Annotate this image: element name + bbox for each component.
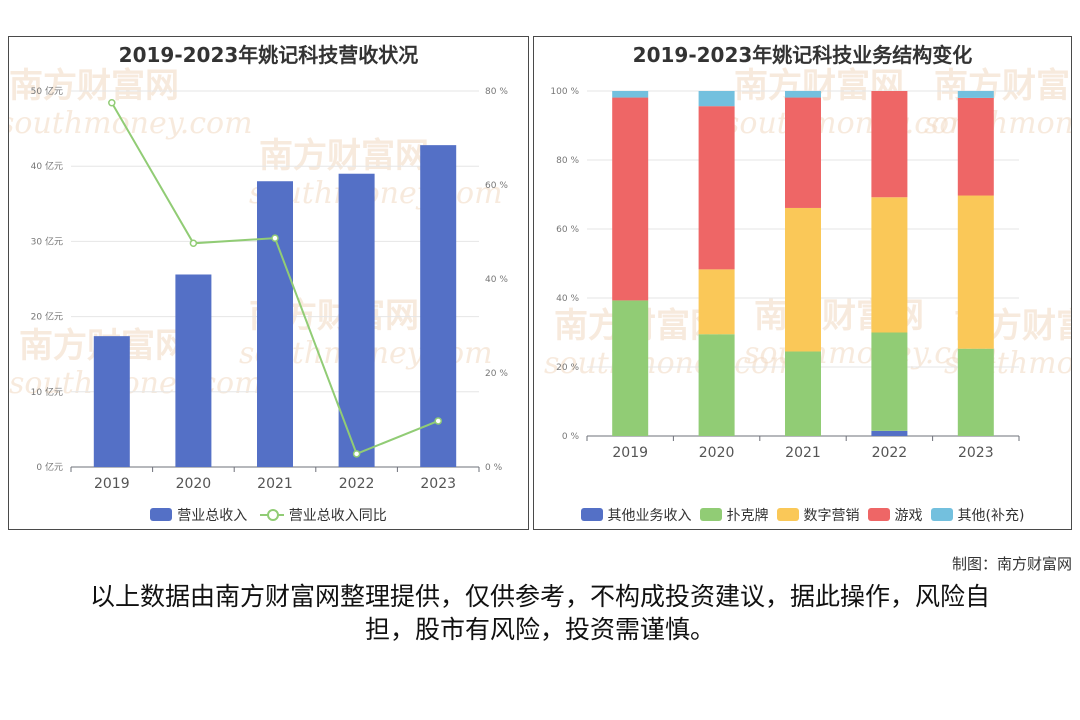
- y-left-tick-label: 30 亿元: [31, 235, 63, 247]
- bar-segment-扑克牌-2020: [698, 334, 735, 436]
- bar-segment-其他业务收入-2022: [871, 430, 908, 436]
- watermark-en: southmoney.com: [924, 106, 1071, 141]
- y-left-tick-label: 10 亿元: [31, 386, 63, 398]
- chart-credit: 制图：南方财富网: [951, 555, 1072, 573]
- watermark-en: southmoney.com: [724, 106, 978, 141]
- legend-label: 其他业务收入: [607, 507, 692, 524]
- x-tick-label: 2023: [958, 445, 994, 461]
- y-right-tick-label: 0 %: [485, 463, 503, 473]
- bar-revenue-2023: [420, 145, 457, 468]
- x-tick-label: 2022: [339, 476, 375, 492]
- watermark-en: southmoney.com: [9, 366, 263, 401]
- bar-revenue-2019: [93, 336, 130, 467]
- y-left-tick-label: 20 亿元: [31, 311, 63, 323]
- bar-segment-数字营销-2023: [957, 195, 994, 349]
- y-left-tick-label: 0 亿元: [36, 461, 63, 473]
- legend-item-revenue-yoy[interactable]: 营业总收入同比: [259, 505, 387, 525]
- watermark-en: southmoney.com: [544, 346, 798, 381]
- bar-segment-数字营销-2020: [698, 269, 735, 335]
- legend-swatch-revenue-yoy: [259, 508, 284, 521]
- revenue-chart-title: 2019-2023年姚记科技营收状况: [118, 43, 419, 67]
- watermark-cn: 南方财富网: [259, 136, 429, 176]
- bar-segment-游戏-2021: [785, 97, 821, 208]
- business-structure-chart-title: 2019-2023年姚记科技业务结构变化: [632, 43, 973, 67]
- legend-swatch: [930, 508, 953, 521]
- bar-segment-其他(补充)-2023: [957, 91, 994, 98]
- bar-segment-扑克牌-2023: [957, 348, 994, 436]
- watermark-cn: 南方财富网: [9, 66, 179, 106]
- legend-label: 扑克牌: [726, 507, 769, 524]
- y-right-tick-label: 60 %: [485, 181, 508, 191]
- y-right-tick-label: 40 %: [485, 275, 508, 285]
- legend-item-0[interactable]: 其他业务收入: [580, 505, 692, 525]
- bar-segment-其他(补充)-2019: [612, 91, 649, 98]
- point-revenue-yoy-2021: [271, 234, 279, 242]
- legend-label-revenue: 营业总收入: [177, 507, 248, 524]
- bar-segment-其他(补充)-2021: [785, 91, 821, 98]
- x-tick-label: 2019: [94, 476, 130, 492]
- legend-swatch: [776, 508, 799, 521]
- y-tick-label: 80 %: [556, 156, 579, 166]
- legend-item-4[interactable]: 其他(补充): [930, 505, 1025, 525]
- point-revenue-yoy-2020: [189, 239, 198, 248]
- y-tick-label: 20 %: [556, 363, 579, 373]
- business-structure-chart-legend: 其他业务收入 扑克牌 数字营销 游戏 其他(补充): [534, 505, 1071, 526]
- bar-segment-数字营销-2021: [785, 207, 821, 352]
- y-tick-label: 0 %: [562, 432, 580, 442]
- point-revenue-yoy-2019: [108, 99, 116, 107]
- bar-segment-游戏-2023: [957, 97, 994, 196]
- x-tick-label: 2021: [257, 476, 293, 492]
- revenue-chart-legend: 营业总收入 营业总收入同比: [9, 505, 528, 526]
- point-revenue-yoy-2023: [434, 417, 442, 425]
- legend-label-revenue-yoy: 营业总收入同比: [288, 507, 387, 524]
- x-tick-label: 2022: [872, 445, 908, 461]
- legend-label: 数字营销: [803, 507, 860, 524]
- legend-swatch: [867, 508, 890, 521]
- disclaimer-text: 以上数据由南方财富网整理提供，仅供参考，不构成投资建议，据此操作，风险自担，股市…: [89, 582, 990, 644]
- watermark-cn: 南方财富网: [934, 66, 1071, 106]
- x-tick-label: 2023: [420, 476, 456, 492]
- bar-segment-游戏-2019: [612, 97, 649, 301]
- legend-swatch: [699, 508, 722, 521]
- legend-item-3[interactable]: 游戏: [867, 505, 923, 525]
- bar-revenue-2020: [175, 274, 212, 467]
- y-tick-label: 100 %: [550, 87, 579, 97]
- x-tick-label: 2020: [176, 476, 212, 492]
- business-structure-chart-panel: 南方财富网southmoney.com南方财富网southmoney.com南方…: [533, 36, 1072, 530]
- business-structure-chart-svg: 南方财富网southmoney.com南方财富网southmoney.com南方…: [544, 66, 1071, 461]
- bar-revenue-2022: [338, 173, 375, 467]
- y-tick-label: 40 %: [556, 294, 579, 304]
- bar-segment-其他(补充)-2020: [698, 91, 735, 107]
- point-revenue-yoy-2022: [352, 450, 361, 458]
- bar-segment-扑克牌-2019: [612, 300, 649, 436]
- legend-swatch-revenue: [150, 508, 173, 521]
- y-right-tick-label: 20 %: [485, 369, 508, 379]
- legend-label: 其他(补充): [957, 507, 1025, 524]
- legend-item-revenue[interactable]: 营业总收入: [150, 505, 247, 525]
- legend-item-1[interactable]: 扑克牌: [699, 505, 769, 525]
- bar-segment-游戏-2020: [698, 106, 735, 270]
- x-tick-label: 2020: [699, 445, 735, 461]
- y-right-tick-label: 80 %: [485, 87, 508, 97]
- x-tick-label: 2019: [612, 445, 648, 461]
- y-tick-label: 60 %: [556, 225, 579, 235]
- bar-segment-扑克牌-2021: [785, 351, 821, 436]
- legend-item-2[interactable]: 数字营销: [776, 505, 860, 525]
- bar-segment-数字营销-2022: [871, 197, 908, 333]
- bar-revenue-2021: [257, 181, 293, 468]
- legend-label: 游戏: [894, 507, 923, 524]
- y-left-tick-label: 50 亿元: [31, 85, 63, 97]
- y-left-tick-label: 40 亿元: [31, 160, 63, 172]
- legend-swatch: [580, 508, 603, 521]
- bar-segment-游戏-2022: [871, 91, 908, 198]
- revenue-chart-svg: 南方财富网southmoney.com南方财富网southmoney.com南方…: [9, 66, 508, 492]
- bar-segment-扑克牌-2022: [871, 332, 908, 431]
- x-tick-label: 2021: [785, 445, 821, 461]
- revenue-chart-panel: 南方财富网southmoney.com南方财富网southmoney.com南方…: [8, 36, 529, 530]
